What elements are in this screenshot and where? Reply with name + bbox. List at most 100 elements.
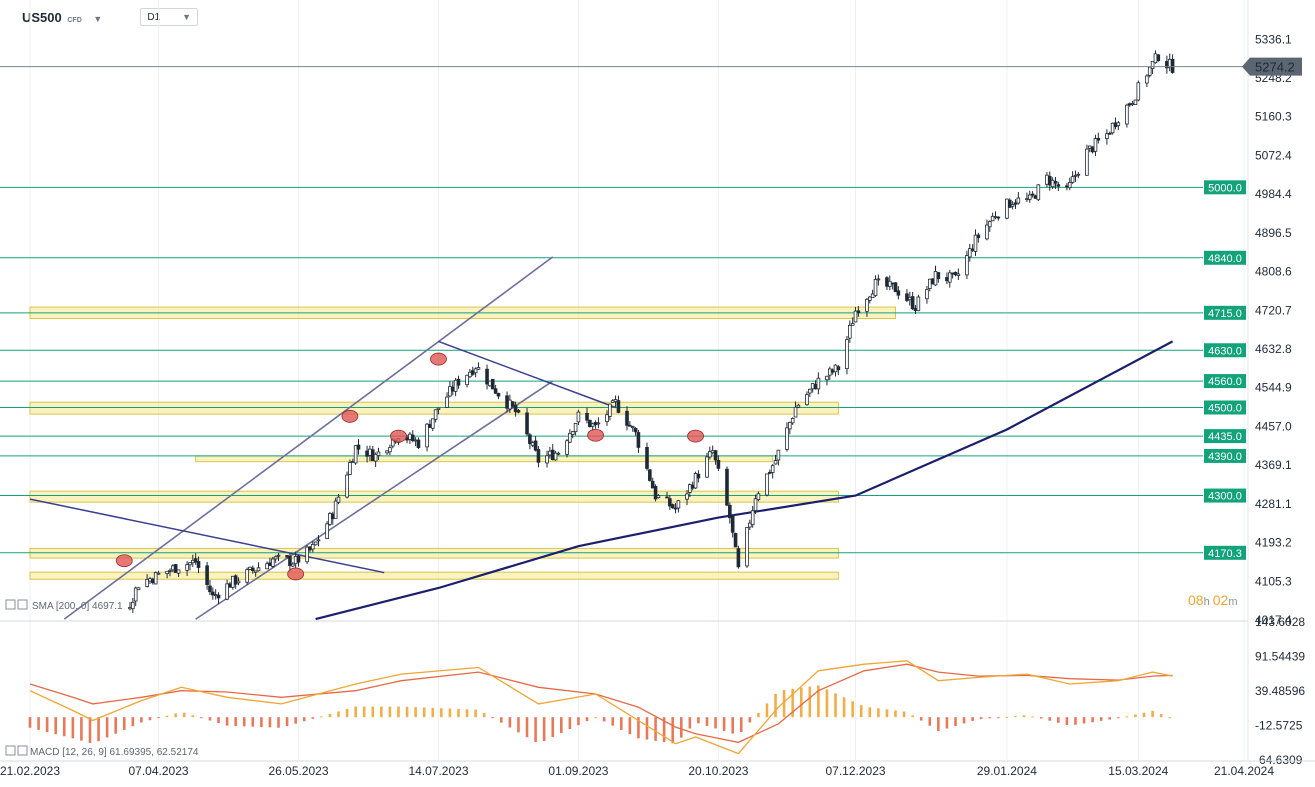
macd-histogram-bar <box>191 715 195 718</box>
candle <box>410 430 415 443</box>
candle-body <box>725 468 729 506</box>
candle <box>573 422 578 436</box>
candle <box>353 445 358 465</box>
candle-body <box>853 310 858 323</box>
macd-histogram-bar <box>122 717 126 730</box>
macd-histogram-bar <box>80 717 83 741</box>
level-label: 4715.0 <box>1208 308 1242 320</box>
candle-body <box>956 273 961 276</box>
macd-histogram-bar <box>577 717 580 726</box>
price-tick-label: 4457.0 <box>1255 419 1292 433</box>
candle <box>825 375 829 386</box>
symbol-selector[interactable]: US500 CFD ▼ <box>22 10 102 25</box>
candle <box>967 243 972 262</box>
macd-histogram-bar <box>885 709 889 718</box>
macd-histogram-bar <box>217 717 220 724</box>
touch-marker <box>587 428 604 442</box>
candle <box>336 494 341 505</box>
candle-body <box>388 447 392 453</box>
candle <box>225 579 229 601</box>
candle-body <box>756 493 761 501</box>
candle-body <box>496 392 501 397</box>
macd-histogram-bar <box>431 707 435 718</box>
macd-histogram-bar <box>251 717 255 727</box>
candle <box>830 368 835 375</box>
timeframe-selector[interactable]: D1 ▼ <box>140 8 199 26</box>
macd-histogram-bar <box>294 717 297 724</box>
candle <box>1167 53 1172 72</box>
macd-histogram-bar <box>225 717 229 726</box>
touch-marker <box>341 409 359 423</box>
time-tick-label: 07.04.2023 <box>129 764 189 778</box>
candle-body <box>533 440 538 451</box>
level-label: 4560.0 <box>1208 376 1242 388</box>
candle-body <box>633 427 638 433</box>
candle-body <box>550 449 555 461</box>
macd-histogram-bar <box>45 717 49 733</box>
price-tick-label: 4720.7 <box>1255 303 1292 317</box>
candle-body <box>133 587 138 602</box>
macd-histogram-bar <box>868 707 872 718</box>
candle <box>927 278 932 292</box>
candle <box>428 419 432 428</box>
candle <box>333 497 338 519</box>
candle <box>656 494 661 499</box>
candle-body <box>231 575 235 588</box>
candle <box>870 289 875 298</box>
macd-histogram-bar <box>782 689 786 718</box>
candle <box>468 369 472 379</box>
candle-body <box>416 439 421 448</box>
candle <box>536 446 541 468</box>
candle <box>853 307 858 323</box>
candle <box>1150 60 1155 75</box>
candle <box>485 364 489 390</box>
time-tick-label: 21.04.2024 <box>1214 764 1274 778</box>
candle-body <box>1125 104 1129 125</box>
candle-body <box>825 375 829 381</box>
candle <box>316 535 321 547</box>
candle <box>905 289 909 303</box>
macd-histogram-bar <box>919 717 923 721</box>
sma-legend: SMA [200, 0] 4697.1 <box>5 599 123 612</box>
support-zone <box>29 490 839 503</box>
macd-histogram-bar <box>705 717 709 726</box>
candle-body <box>810 383 815 390</box>
candle <box>868 296 872 304</box>
candle <box>713 449 718 465</box>
candle-body <box>987 221 992 228</box>
macd-histogram-bar <box>508 717 512 728</box>
candle-body <box>148 578 152 582</box>
candle <box>885 276 889 290</box>
candle-body <box>470 370 475 375</box>
candle-body <box>233 575 238 585</box>
candle-body <box>325 523 329 539</box>
level-label-box <box>1204 545 1246 560</box>
candle-body <box>890 282 895 285</box>
candle-body <box>830 369 835 373</box>
current-price-box <box>1242 57 1302 76</box>
candle <box>493 384 498 394</box>
candle-body <box>1147 66 1152 76</box>
candle-body <box>750 510 755 526</box>
chart-toolbar: US500 CFD ▼ D1 ▼ <box>0 0 1248 34</box>
candle-body <box>770 465 775 473</box>
candle-body <box>1093 138 1098 152</box>
candle-body <box>945 277 949 282</box>
macd-histogram-bar <box>765 703 769 718</box>
candle-body <box>536 449 541 463</box>
candle <box>816 372 821 395</box>
candle-body <box>616 400 621 413</box>
candle <box>768 469 772 475</box>
candle-body <box>1170 59 1175 73</box>
candle <box>1065 182 1069 191</box>
macd-histogram-bar <box>979 717 983 720</box>
macd-histogram-bar <box>937 717 940 731</box>
candle-body <box>930 278 935 285</box>
candle <box>605 410 609 426</box>
macd-histogram-bar <box>1117 717 1120 719</box>
candle <box>1153 50 1158 64</box>
candle <box>1165 55 1169 74</box>
candle <box>685 489 689 506</box>
candle <box>753 494 758 514</box>
